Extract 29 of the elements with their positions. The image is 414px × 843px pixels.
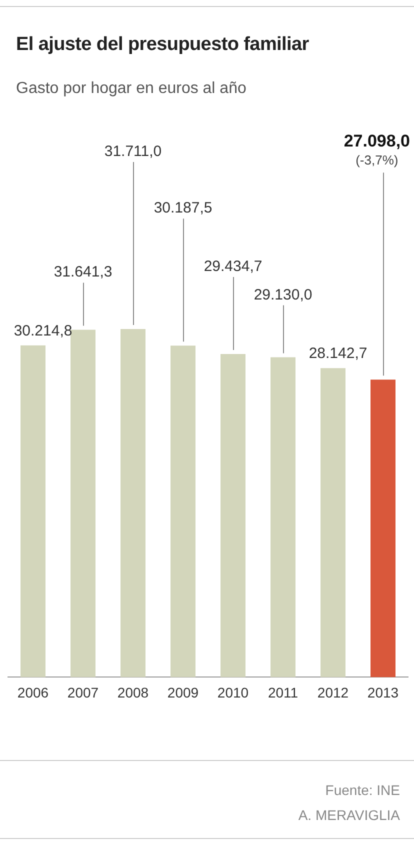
bar	[270, 357, 296, 678]
x-tick-label: 2013	[367, 684, 399, 700]
bar	[320, 368, 346, 678]
chart-title: El ajuste del presupuesto familiar	[16, 34, 309, 56]
bar	[170, 346, 196, 678]
text: A. MERAVIGLIA	[298, 806, 400, 825]
source-note: Fuente: INE	[324, 781, 400, 800]
data-label: 29.434,7	[204, 258, 262, 275]
chart-subtitle: Gasto por hogar en euros al año	[16, 80, 246, 98]
data-label: 31.641,3	[54, 264, 112, 281]
bar	[370, 380, 396, 678]
data-label: 29.130,0	[254, 286, 312, 304]
bar	[220, 354, 246, 678]
data-label: 30.214,8	[14, 322, 72, 340]
bar	[120, 328, 146, 678]
data-label: 31.711,0	[104, 142, 162, 160]
x-tick-label: 2007	[67, 684, 99, 700]
annotation: (-3,7%)	[356, 152, 398, 168]
x-tick-label: 2010	[217, 684, 249, 700]
data-label: 28.142,7	[308, 345, 368, 362]
data-label: 30.187,5	[154, 200, 212, 217]
x-tick-label: 2012	[317, 684, 349, 700]
x-tick-label: 2009	[167, 684, 199, 700]
bar	[70, 330, 96, 678]
bar	[20, 345, 46, 678]
x-tick-label: 2011	[268, 684, 298, 700]
x-tick-label: 2008	[117, 684, 149, 700]
data-label: 27.098,0	[344, 132, 410, 151]
x-tick-label: 2006	[17, 684, 49, 700]
